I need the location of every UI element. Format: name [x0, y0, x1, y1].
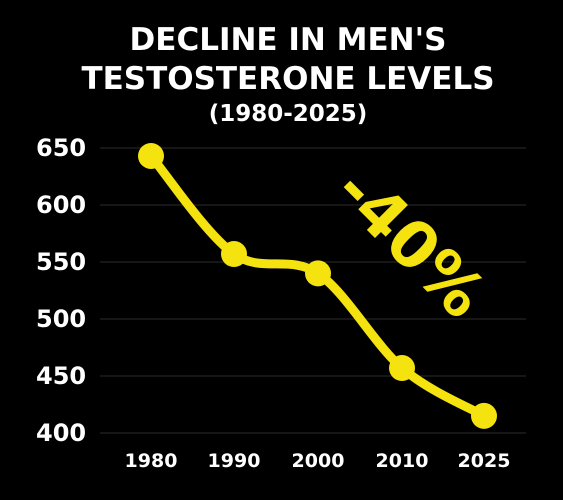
y-tick-550: 550 — [36, 248, 86, 276]
chart-title-line-1: DECLINE IN MEN'S — [130, 22, 447, 58]
y-tick-500: 500 — [36, 305, 86, 333]
data-point-2010 — [389, 355, 415, 382]
x-tick-2000: 2000 — [292, 450, 345, 472]
y-tick-600: 600 — [36, 191, 86, 219]
x-tick-2025: 2025 — [458, 450, 511, 472]
data-point-1980 — [138, 142, 164, 169]
y-tick-450: 450 — [36, 362, 86, 390]
data-point-2000 — [305, 260, 331, 287]
x-tick-1980: 1980 — [125, 450, 178, 472]
x-axis-ticks: 1980 1990 2000 2010 2025 — [125, 450, 511, 472]
data-point-1990 — [221, 241, 247, 268]
y-tick-400: 400 — [36, 419, 86, 447]
series-testosterone — [138, 142, 497, 429]
x-tick-2010: 2010 — [376, 450, 429, 472]
y-axis-ticks: 650 600 550 500 450 400 — [36, 134, 86, 447]
chart-title-line-2: TESTOSTERONE LEVELS — [81, 61, 494, 97]
y-tick-650: 650 — [36, 134, 86, 162]
data-point-2025 — [471, 402, 497, 429]
chart-subtitle: (1980-2025) — [209, 101, 368, 127]
x-tick-1990: 1990 — [208, 450, 261, 472]
